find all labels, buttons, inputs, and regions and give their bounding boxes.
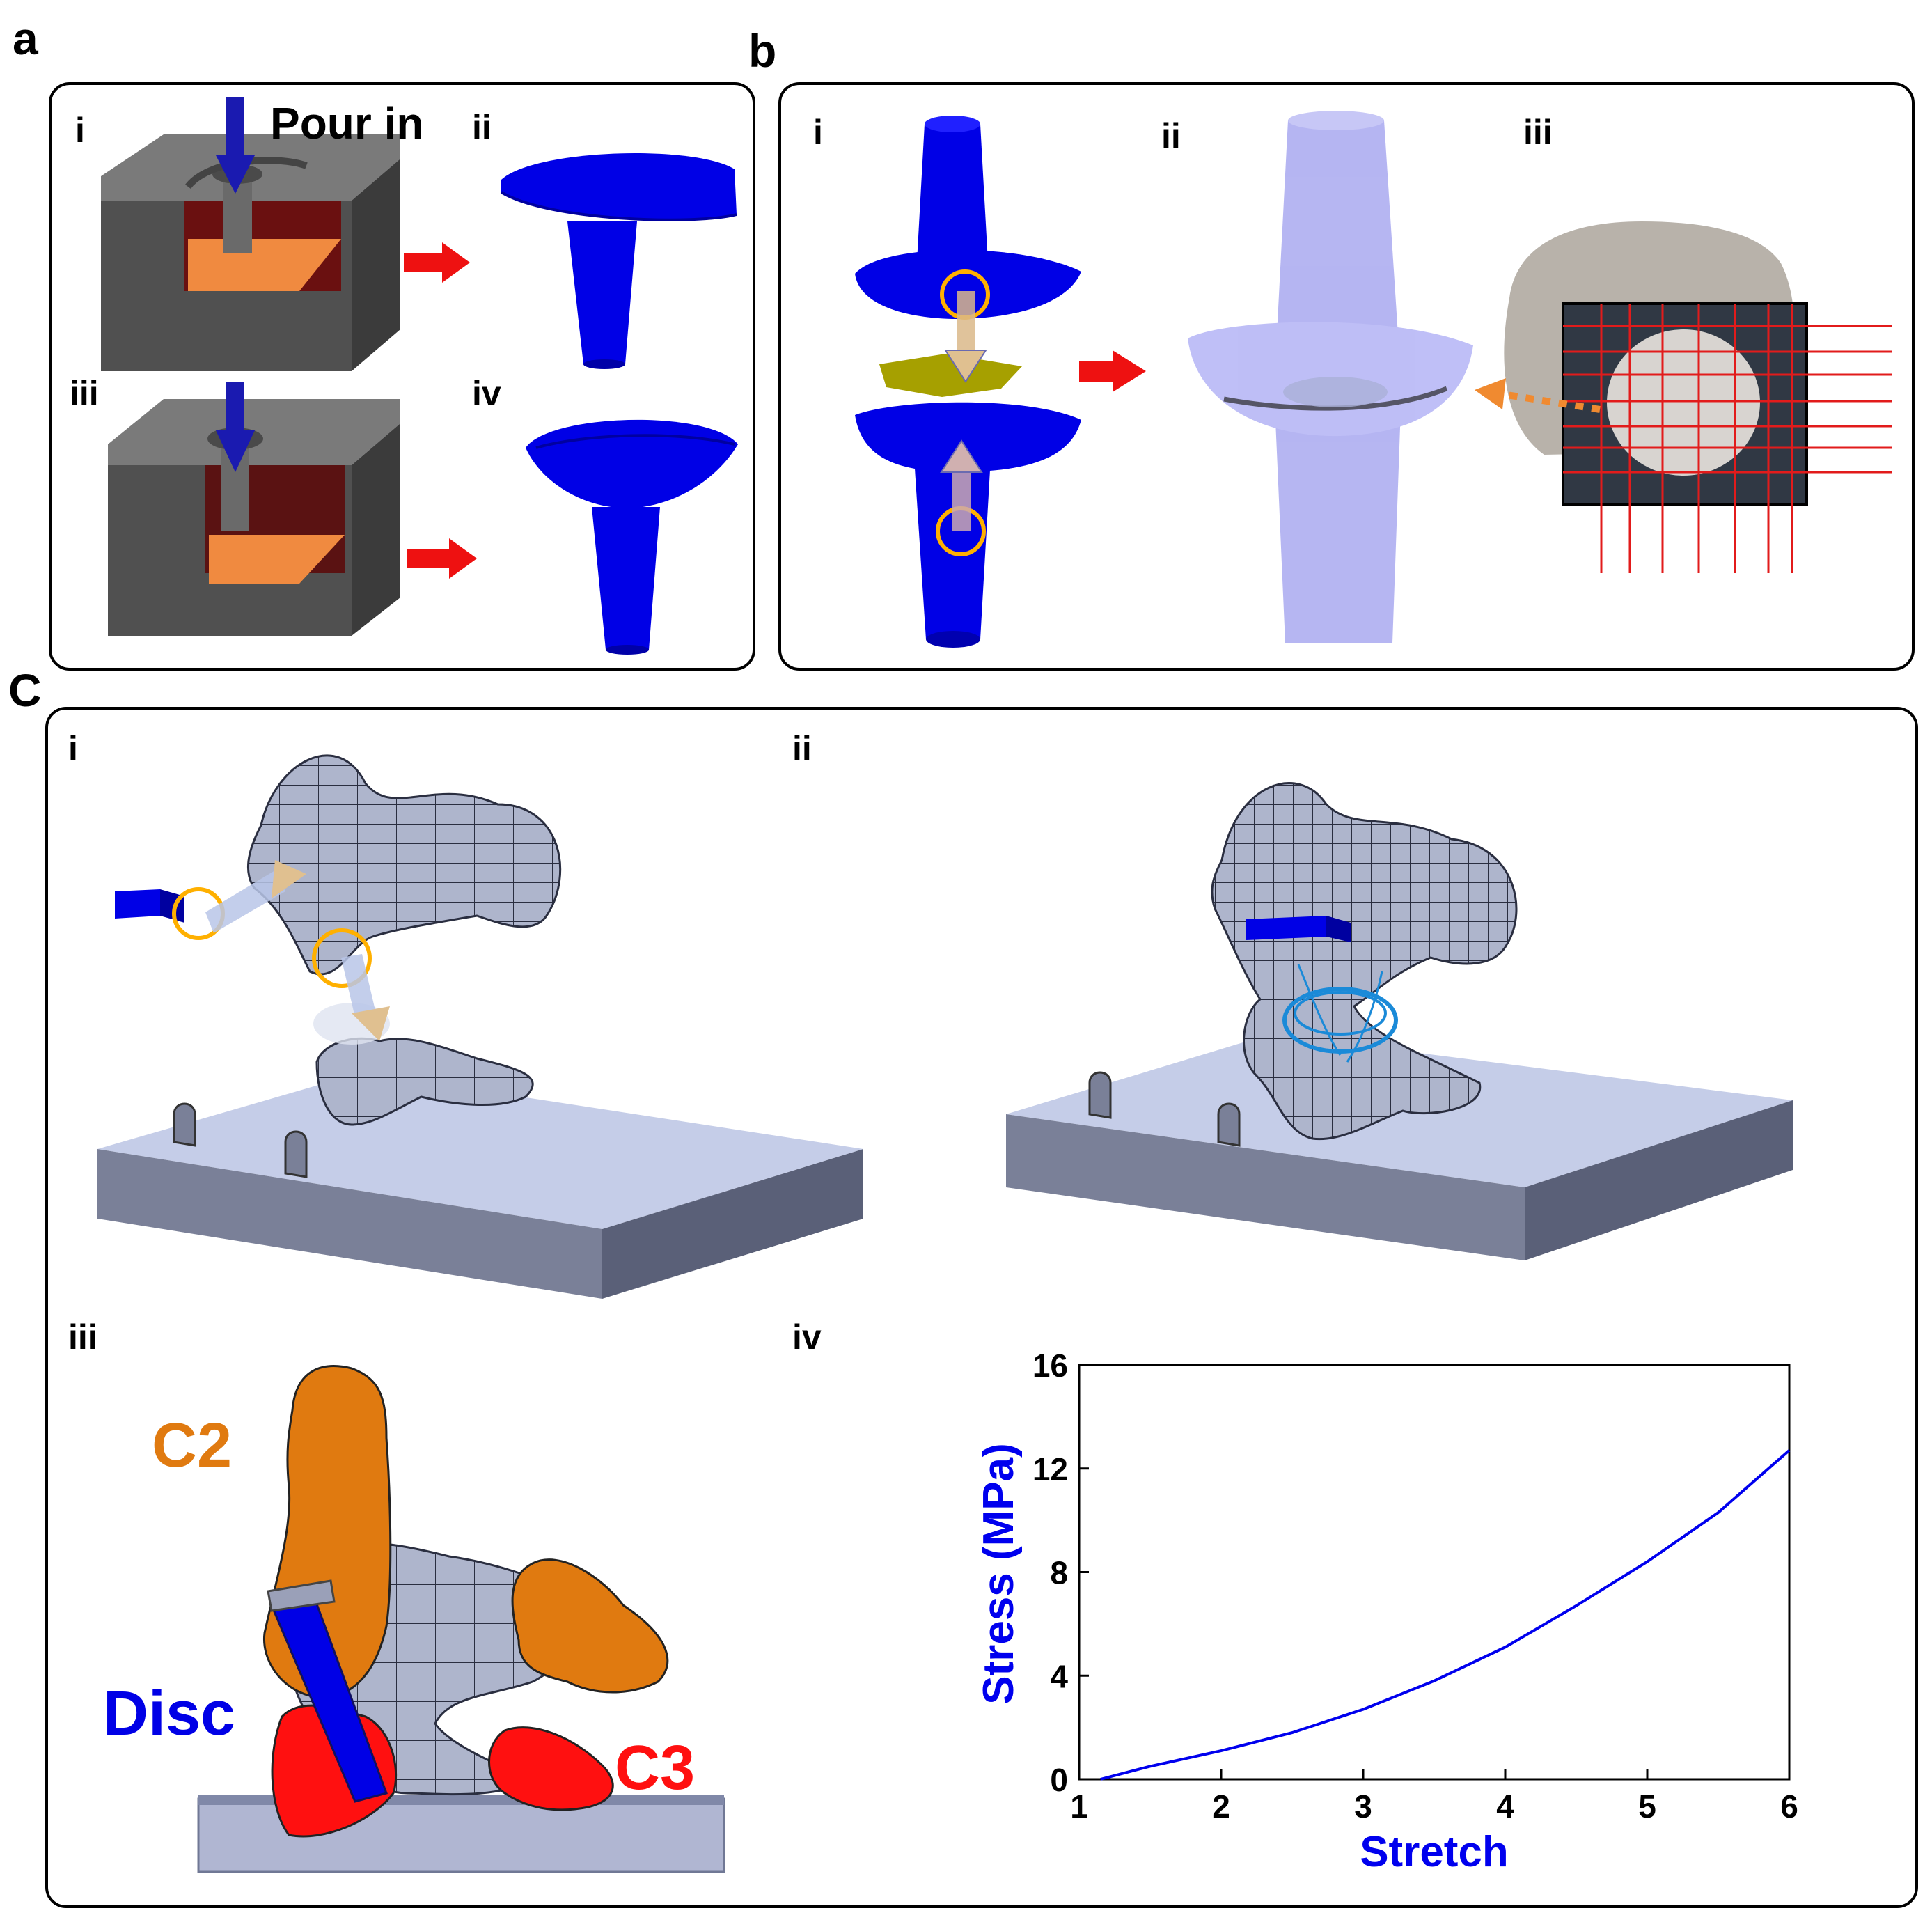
disc-pieces-i (115, 860, 390, 1045)
mounting-lugs-ii (1088, 1071, 1241, 1147)
y-tick-label: 12 (1032, 1451, 1068, 1487)
pour-arrow-i (216, 97, 255, 194)
panel-b-sub-iii: iii (1523, 113, 1553, 152)
y-axis-label: Stress (MPa) (975, 1443, 1023, 1705)
x-tick-label: 5 (1638, 1788, 1656, 1825)
y-tick-label: 0 (1050, 1762, 1068, 1798)
vertebra-c3-mesh-i (315, 1037, 534, 1126)
panel-a-frame (49, 82, 755, 671)
plot-frame (1078, 1364, 1791, 1781)
mold-iii (108, 399, 400, 636)
mounting-lugs-i (173, 1102, 308, 1178)
orange-dotted-arrow (1475, 378, 1601, 413)
y-tick-label: 4 (1050, 1658, 1068, 1694)
graphene-sheet (879, 354, 1022, 397)
disc-part-ii (500, 153, 737, 369)
label-disc: Disc (103, 1679, 236, 1749)
panel-a-illustration (101, 97, 738, 655)
embedded-sensor-strip (1223, 377, 1448, 411)
lower-vertebra-model (855, 402, 1081, 648)
panel-c-sub-ii: ii (792, 729, 812, 768)
panel-b-letter: b (748, 25, 777, 77)
assembled-spine-mesh-ii (1211, 782, 1518, 1141)
upper-vertebra-model (855, 116, 1081, 319)
x-axis-ticks: 1 2 3 4 5 6 (1070, 1769, 1798, 1825)
y-tick-label: 16 (1032, 1347, 1068, 1384)
panel-a-sub-iv: iv (472, 374, 501, 413)
disc-mesh-ii (1282, 964, 1398, 1063)
x-tick-label: 2 (1212, 1788, 1230, 1825)
x-axis-label: Stretch (1360, 1828, 1509, 1876)
x-tick-label: 3 (1354, 1788, 1372, 1825)
x-tick-label: 6 (1780, 1788, 1798, 1825)
red-arrow-a-bottom (407, 538, 477, 579)
sensor-photo (1504, 221, 1808, 506)
disc-bar-iii (267, 1579, 388, 1803)
mold-i (101, 134, 400, 371)
panel-b-sub-i: i (813, 113, 823, 152)
red-arrow-a-top (404, 242, 470, 283)
panel-a-letter: a (13, 13, 38, 64)
disc-part-iv (526, 419, 738, 655)
y-tick-label: 8 (1050, 1555, 1068, 1591)
panel-c-sub-iii: iii (68, 1318, 97, 1357)
panel-b-sub-ii: ii (1161, 116, 1181, 155)
pour-in-label: Pour in (270, 98, 424, 148)
stress-curve (1100, 1449, 1791, 1781)
panel-a-sub-iii: iii (70, 374, 99, 413)
label-c2: C2 (152, 1411, 233, 1480)
panel-c-letter: C (8, 664, 42, 716)
panel-a-sub-i: i (75, 111, 85, 150)
panel-c-sub-i: i (68, 729, 78, 768)
panel-b-frame (778, 82, 1915, 671)
x-tick-label: 1 (1070, 1788, 1088, 1825)
panel-c-illustration (97, 754, 1793, 1873)
assembled-translucent-model (1188, 111, 1473, 643)
red-arrow-b (1079, 350, 1146, 392)
panel-c-sub-iv: iv (792, 1318, 822, 1357)
panel-b-illustration (855, 111, 1892, 648)
label-c3: C3 (615, 1733, 696, 1803)
disc-block-ii (1246, 916, 1351, 942)
panel-c-frame (45, 707, 1918, 1908)
y-axis-ticks: 0 4 8 12 16 (1032, 1347, 1089, 1798)
x-tick-label: 4 (1496, 1788, 1514, 1825)
panel-a-sub-ii: ii (472, 108, 492, 147)
electrode-grid-lines (1563, 304, 1892, 573)
vertebra-c2-mesh-i (247, 754, 561, 976)
pour-arrow-iii (216, 382, 255, 472)
assembly-arrows (936, 269, 990, 556)
base-plate-i (97, 1072, 863, 1299)
